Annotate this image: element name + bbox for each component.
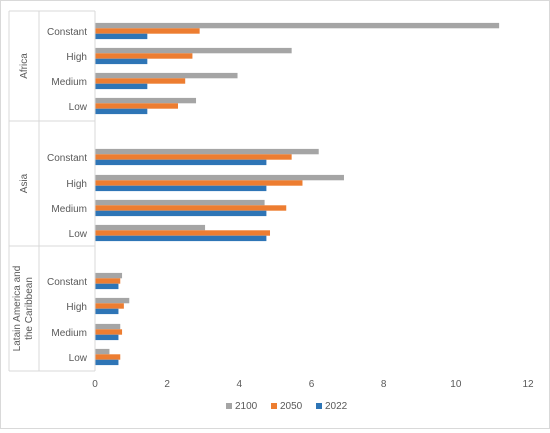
category-label-africa-low: Low bbox=[69, 102, 88, 113]
bar-2100-africa-medium bbox=[95, 72, 238, 79]
bar-2100-africa-constant bbox=[95, 22, 500, 29]
bar-2022-asia-high bbox=[95, 185, 267, 192]
bar-2050-africa-low bbox=[95, 103, 178, 109]
group-label-2: Latain America andthe Caribbean bbox=[12, 266, 35, 352]
x-tick-label-6: 12 bbox=[522, 379, 534, 390]
x-tick-label-4: 8 bbox=[381, 379, 387, 390]
bar-2100-asia-low bbox=[95, 224, 206, 231]
bar-2022-africa-constant bbox=[95, 33, 148, 40]
legend-label-2022: 2022 bbox=[325, 401, 348, 412]
bar-2022-africa-high bbox=[95, 58, 148, 65]
bar-2022-africa-low bbox=[95, 108, 148, 115]
bar-2050-latain-high bbox=[95, 303, 124, 309]
legend-label-2050: 2050 bbox=[280, 401, 303, 412]
bar-2022-asia-medium bbox=[95, 210, 267, 217]
bar-2022-latain-low bbox=[95, 359, 119, 366]
bar-2050-latain-medium bbox=[95, 329, 123, 335]
bar-2100-africa-low bbox=[95, 97, 197, 104]
category-label-latain-constant: Constant bbox=[47, 277, 87, 288]
group-label-1: Asia bbox=[19, 173, 30, 193]
bar-2022-latain-constant bbox=[95, 283, 119, 290]
x-tick-label-0: 0 bbox=[92, 379, 98, 390]
x-tick-label-2: 4 bbox=[237, 379, 243, 390]
category-label-africa-constant: Constant bbox=[47, 27, 87, 38]
x-tick-label-3: 6 bbox=[309, 379, 315, 390]
bar-2022-latain-medium bbox=[95, 334, 119, 341]
bar-2100-latain-medium bbox=[95, 323, 121, 330]
category-label-latain-medium: Medium bbox=[51, 328, 87, 339]
category-label-latain-low: Low bbox=[69, 353, 88, 364]
bar-2100-africa-high bbox=[95, 47, 292, 54]
bar-2050-asia-constant bbox=[95, 154, 292, 160]
bar-2100-latain-high bbox=[95, 297, 130, 304]
category-label-latain-high: High bbox=[66, 302, 87, 313]
bar-2050-africa-medium bbox=[95, 78, 186, 84]
bar-2022-latain-high bbox=[95, 308, 119, 315]
legend-label-2100: 2100 bbox=[235, 401, 258, 412]
bar-2022-asia-low bbox=[95, 235, 267, 242]
bar-2100-latain-low bbox=[95, 348, 110, 355]
bar-2100-latain-constant bbox=[95, 272, 123, 279]
x-tick-label-5: 10 bbox=[450, 379, 462, 390]
bar-2050-africa-constant bbox=[95, 28, 200, 34]
bar-2050-asia-medium bbox=[95, 205, 287, 211]
bar-2050-asia-high bbox=[95, 180, 303, 186]
bar-2100-asia-medium bbox=[95, 199, 265, 206]
bar-2100-asia-high bbox=[95, 174, 344, 181]
category-label-africa-high: High bbox=[66, 52, 87, 63]
bar-2050-latain-constant bbox=[95, 278, 121, 284]
category-label-africa-medium: Medium bbox=[51, 77, 87, 88]
category-label-asia-low: Low bbox=[69, 229, 88, 240]
group-label-0: Africa bbox=[19, 53, 30, 79]
bar-2050-latain-low bbox=[95, 354, 121, 360]
bar-2050-africa-high bbox=[95, 53, 193, 59]
x-tick-label-1: 2 bbox=[164, 379, 170, 390]
bar-2050-asia-low bbox=[95, 230, 271, 236]
category-label-asia-constant: Constant bbox=[47, 153, 87, 164]
legend-swatch-2050 bbox=[271, 403, 277, 409]
legend-swatch-2100 bbox=[226, 403, 232, 409]
bar-2022-asia-constant bbox=[95, 159, 267, 166]
category-label-asia-high: High bbox=[66, 179, 87, 190]
bar-2100-asia-constant bbox=[95, 148, 319, 155]
category-label-asia-medium: Medium bbox=[51, 204, 87, 215]
legend-swatch-2022 bbox=[316, 403, 322, 409]
bar-2022-africa-medium bbox=[95, 83, 148, 90]
